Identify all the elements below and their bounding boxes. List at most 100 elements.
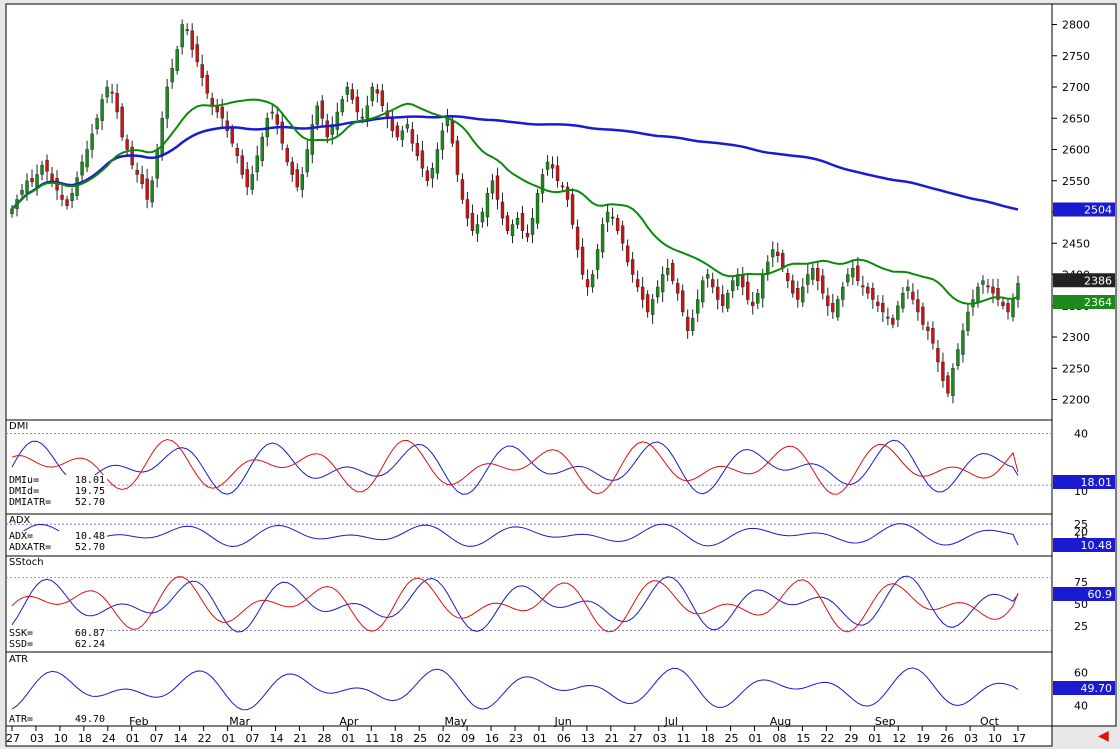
candle-body bbox=[460, 179, 465, 200]
candle-body bbox=[500, 201, 505, 219]
candle-body bbox=[690, 318, 695, 331]
candle-body bbox=[510, 224, 515, 236]
ssk-label: SSK= bbox=[9, 628, 34, 639]
month-label: Jul bbox=[664, 715, 678, 728]
candle-body bbox=[485, 193, 490, 218]
month-label: Feb bbox=[129, 715, 148, 728]
candle-body bbox=[180, 24, 184, 48]
candle-body bbox=[150, 180, 154, 203]
candle-body bbox=[896, 305, 900, 320]
candle-body bbox=[35, 174, 39, 188]
candle-body bbox=[190, 30, 194, 50]
series-ssk-line bbox=[11, 575, 1019, 633]
candle-body bbox=[951, 368, 955, 396]
candle-body bbox=[320, 100, 325, 119]
candle-body bbox=[841, 286, 845, 300]
candle-body bbox=[540, 174, 545, 194]
candle-body bbox=[570, 194, 575, 225]
candle-body bbox=[746, 281, 750, 300]
atr-legend: ATR= 49.70 bbox=[7, 714, 107, 725]
red-left-arrow-icon[interactable]: ◀ bbox=[1098, 728, 1109, 744]
date-tick-label: 21 bbox=[293, 732, 307, 745]
date-tick-label: 25 bbox=[413, 732, 427, 745]
candle-body bbox=[806, 274, 810, 285]
candle-body bbox=[761, 274, 765, 299]
date-tick-label: 03 bbox=[30, 732, 44, 745]
date-tick-label: 15 bbox=[796, 732, 810, 745]
candle-body bbox=[255, 155, 259, 173]
candle-body bbox=[275, 114, 279, 125]
candle-body bbox=[741, 274, 745, 288]
candle-body bbox=[295, 169, 299, 188]
candle-body bbox=[435, 149, 440, 174]
candle-body bbox=[425, 170, 430, 181]
candle-body bbox=[600, 224, 605, 253]
candle-body bbox=[75, 177, 79, 196]
date-tick-label: 27 bbox=[6, 732, 20, 745]
candle-body bbox=[430, 168, 435, 179]
adx-label: ADX= bbox=[9, 531, 34, 542]
adx-atr-label: ADXATR= bbox=[9, 542, 52, 553]
candle-body bbox=[961, 330, 965, 355]
candle-body bbox=[165, 86, 169, 119]
candle-body bbox=[285, 148, 289, 163]
ssd-label: SSD= bbox=[9, 639, 34, 650]
date-axis-area bbox=[5, 725, 1053, 747]
candle-body bbox=[225, 120, 229, 131]
ssd-value: 62.24 bbox=[74, 639, 105, 650]
candle-body bbox=[245, 169, 249, 188]
candle-body bbox=[680, 290, 685, 313]
candle-body bbox=[816, 268, 820, 281]
candle-body bbox=[300, 174, 304, 190]
candle-body bbox=[876, 301, 880, 306]
candle-body bbox=[115, 93, 119, 113]
candle-body bbox=[65, 199, 69, 206]
candle-body bbox=[335, 111, 340, 130]
dmi-up-badge: 18.01 bbox=[1081, 476, 1113, 489]
candle-body bbox=[400, 130, 405, 140]
date-tick-label: 18 bbox=[78, 732, 92, 745]
indicator-tick-label: 40 bbox=[1074, 700, 1088, 713]
dmi-atr-label: DMIATR= bbox=[9, 497, 52, 508]
ma200-badge-bg bbox=[1053, 202, 1115, 217]
candle-body bbox=[40, 164, 44, 175]
dmi-atr-value: 52.70 bbox=[74, 497, 105, 508]
series-adx-line bbox=[11, 523, 1019, 548]
candle-body bbox=[410, 129, 415, 144]
adx-legend: ADX= 10.48 ADXATR= 52.70 bbox=[7, 531, 107, 553]
indicator-tick-label: 25 bbox=[1074, 620, 1088, 633]
month-label: Aug bbox=[770, 715, 791, 728]
candle-body bbox=[315, 105, 319, 125]
candle-body bbox=[535, 193, 540, 224]
candle-body bbox=[145, 178, 149, 200]
candle-body bbox=[345, 86, 350, 95]
candle-body bbox=[230, 128, 234, 144]
candle-body bbox=[635, 279, 640, 288]
candle-body bbox=[886, 316, 890, 319]
candle-body bbox=[490, 180, 495, 194]
candle-body bbox=[821, 275, 825, 294]
date-tick-label: 26 bbox=[940, 732, 954, 745]
badge-layer: 2504 2386 2364 18.01 10.48 60.9 49.70 bbox=[1053, 202, 1115, 695]
candle-body bbox=[370, 86, 375, 101]
ma200-badge: 2504 bbox=[1084, 204, 1112, 217]
candle-body bbox=[70, 193, 74, 201]
date-tick-label: 01 bbox=[868, 732, 882, 745]
price-panel bbox=[5, 3, 1053, 421]
candle-body bbox=[440, 130, 445, 150]
candle-body bbox=[395, 125, 400, 138]
price-tick-label: 2550 bbox=[1062, 175, 1090, 188]
candle-body bbox=[700, 280, 705, 303]
candle-body bbox=[415, 143, 420, 156]
price-tick-label: 2600 bbox=[1062, 144, 1090, 157]
candle-body bbox=[205, 74, 209, 94]
candle-body bbox=[45, 159, 49, 172]
candle-body bbox=[365, 105, 370, 119]
atr-badge: 49.70 bbox=[1081, 682, 1113, 695]
candle-body bbox=[340, 99, 345, 113]
date-tick-label: 01 bbox=[749, 732, 763, 745]
candle-body bbox=[170, 68, 174, 83]
candle-body bbox=[801, 286, 805, 303]
candle-body bbox=[405, 124, 410, 129]
